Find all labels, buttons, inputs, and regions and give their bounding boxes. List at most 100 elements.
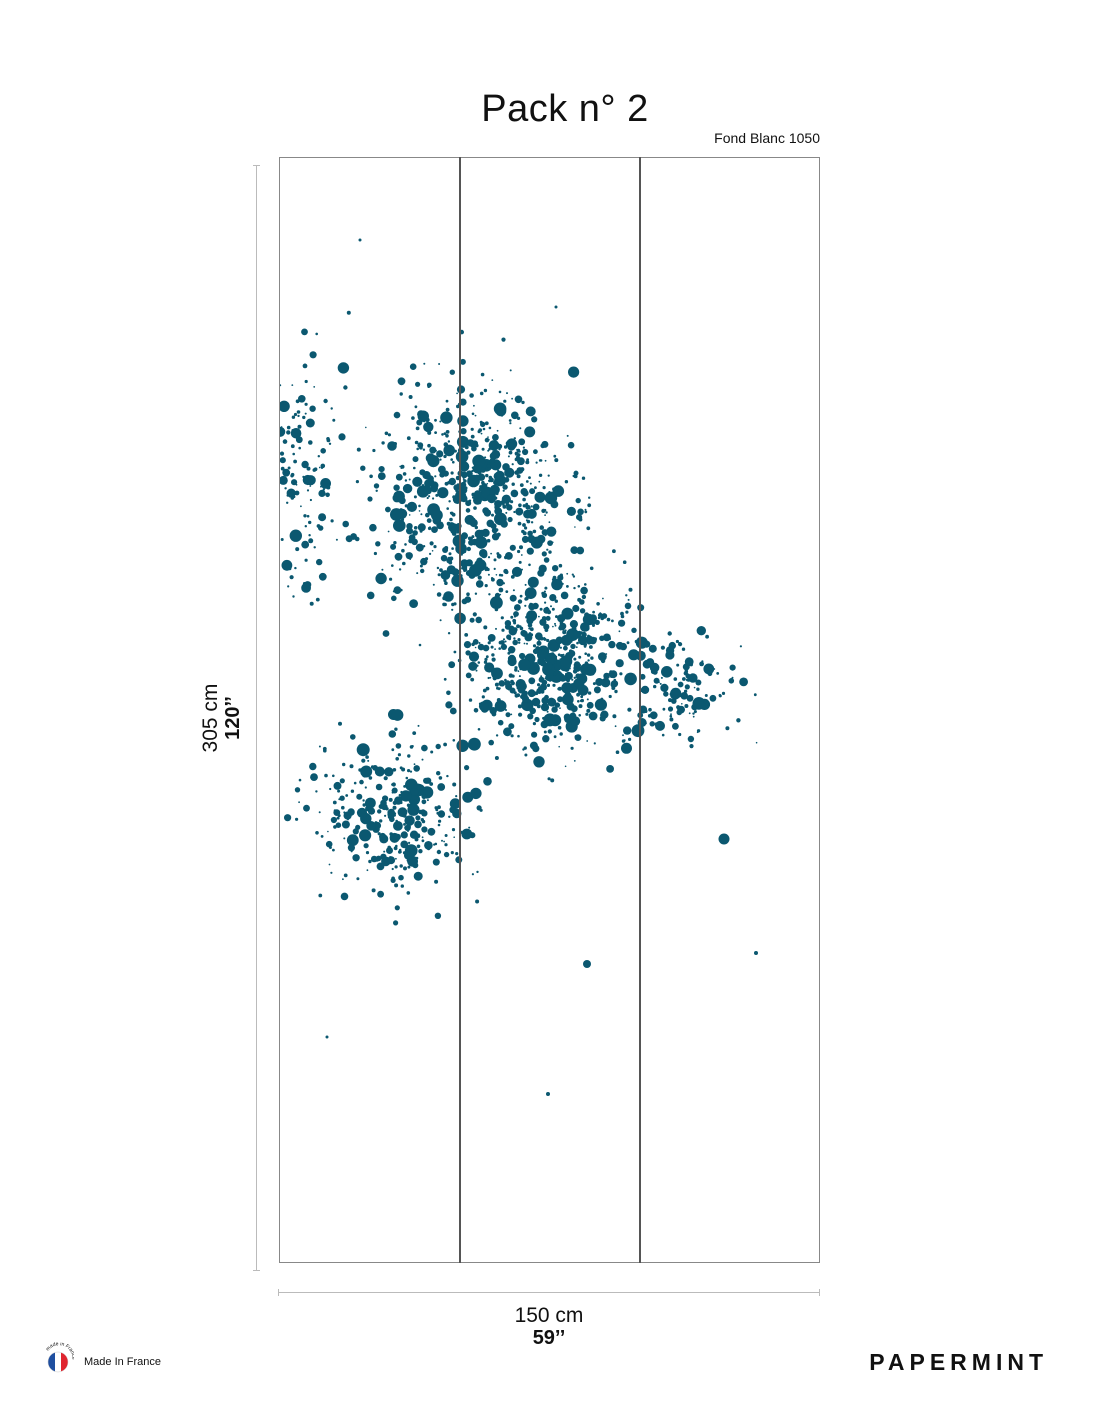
dot (448, 552, 452, 556)
dot (408, 395, 413, 399)
dot (284, 814, 292, 822)
dot (400, 467, 403, 469)
dot (306, 466, 311, 471)
dot (551, 578, 563, 591)
dot (413, 495, 417, 499)
dot (491, 657, 496, 662)
dot (304, 402, 308, 406)
dot (443, 677, 447, 681)
dot (460, 559, 469, 568)
dot (385, 506, 391, 513)
dot (573, 470, 579, 476)
dot (418, 444, 421, 448)
dot (423, 420, 426, 423)
dot (471, 642, 475, 647)
dot (552, 565, 559, 572)
dot (567, 728, 570, 731)
dot (305, 475, 316, 486)
dot (509, 646, 513, 650)
dot (439, 420, 442, 423)
dot (434, 912, 442, 919)
dot (502, 484, 508, 490)
dot (473, 495, 477, 499)
dot (326, 437, 330, 441)
dot (522, 446, 525, 449)
dot (511, 482, 515, 486)
dot (436, 450, 444, 458)
dot (543, 730, 547, 734)
dot (681, 647, 686, 651)
dot (516, 693, 521, 698)
dot (313, 386, 316, 388)
dot (686, 678, 691, 682)
dot (469, 617, 475, 623)
dot (439, 458, 442, 461)
dot (459, 329, 464, 335)
dot (673, 677, 678, 681)
dot (639, 673, 646, 680)
dot (315, 597, 320, 602)
dot (584, 612, 590, 618)
dot (381, 568, 384, 571)
dot (419, 529, 423, 533)
dot (510, 500, 514, 504)
dot (641, 685, 650, 695)
dot (545, 606, 549, 610)
dot (555, 615, 558, 619)
dot (676, 705, 681, 710)
dot (447, 632, 451, 635)
dot (544, 491, 558, 505)
panel-seam (459, 157, 461, 1263)
dot (438, 465, 446, 474)
wallpaper-panels-frame (279, 157, 820, 1263)
dot (318, 572, 327, 581)
dot (345, 794, 349, 797)
dot (460, 553, 463, 556)
dot (482, 644, 490, 652)
dot (574, 734, 582, 741)
dot (455, 450, 469, 464)
dot (627, 707, 632, 712)
dot (704, 694, 708, 697)
dot (718, 833, 730, 845)
dot (479, 391, 484, 396)
dot (552, 487, 556, 491)
dot (507, 442, 516, 451)
dot (335, 822, 342, 828)
dot (500, 643, 507, 650)
dot (514, 604, 521, 611)
dot (512, 618, 517, 623)
dot (593, 686, 601, 694)
dot (289, 529, 302, 542)
dot (529, 741, 538, 750)
dot (502, 582, 505, 585)
dot (496, 578, 504, 587)
dot (569, 712, 577, 720)
dot (481, 447, 485, 451)
dot (393, 812, 397, 816)
dot (544, 601, 547, 604)
dot (290, 472, 295, 477)
dot (429, 552, 432, 555)
dot (575, 673, 581, 679)
dot (610, 681, 617, 688)
dot (521, 695, 530, 703)
dot (286, 425, 291, 430)
dot (490, 645, 494, 649)
dot (544, 662, 553, 671)
dot (408, 514, 411, 516)
dot (729, 664, 736, 671)
dot (475, 580, 484, 588)
dot (423, 421, 434, 433)
dot (399, 392, 403, 396)
dot (294, 490, 300, 496)
dot (345, 535, 353, 543)
dot (429, 446, 437, 454)
dot (465, 508, 471, 513)
dot (312, 468, 317, 472)
dot (487, 573, 490, 576)
dot (406, 780, 411, 785)
dot (700, 699, 704, 702)
dot (612, 549, 616, 554)
dot (561, 607, 574, 620)
